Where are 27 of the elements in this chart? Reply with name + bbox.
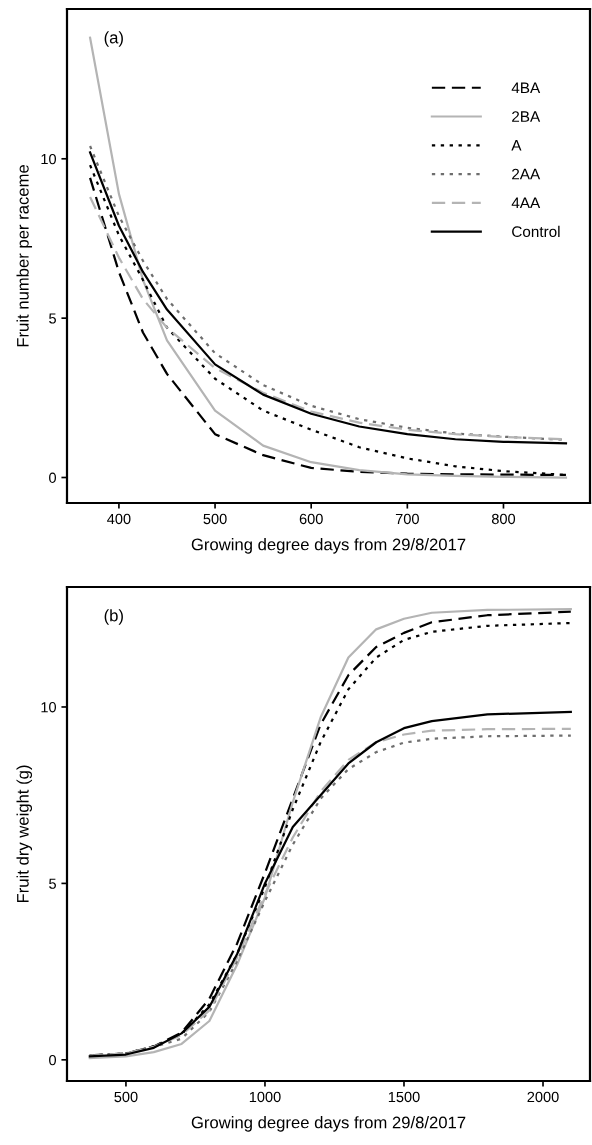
y-tick-label: 10 — [41, 702, 57, 713]
text: (a) — [104, 31, 123, 47]
legend-label: A — [511, 140, 522, 151]
y-axis-title: Fruit number per raceme — [16, 165, 33, 347]
x-tick-label: 400 — [107, 513, 131, 525]
x-tick-label: 1000 — [249, 1091, 281, 1103]
x-axis-title: Growing degree days from 29/8/2017 — [191, 538, 466, 554]
legend-label: 2AA — [512, 168, 541, 180]
x-tick-label: 600 — [299, 513, 323, 525]
y-tick-label: 0 — [49, 1054, 57, 1066]
y-axis-title: Fruit dry weight (g) — [16, 765, 33, 903]
y-tick-label: 0 — [49, 472, 57, 483]
x-tick-label: 800 — [491, 513, 516, 525]
y-tick-label: 5 — [49, 313, 56, 324]
legend-label: Control — [512, 225, 560, 238]
x-tick-label: 500 — [203, 513, 227, 525]
legend-label: 4AA — [511, 197, 541, 209]
x-tick-label: 2000 — [527, 1091, 559, 1103]
x-tick-label: 500 — [114, 1091, 138, 1103]
legend-label: 2BA — [512, 111, 541, 122]
y-tick-label: 5 — [49, 878, 56, 889]
legend-label: 4BA — [511, 82, 541, 94]
y-tick-label: 10 — [41, 153, 57, 165]
x-axis-title: Growing degree days from 29/8/2017 — [191, 1116, 466, 1132]
x-tick-label: 1500 — [388, 1091, 420, 1103]
text: (b) — [104, 609, 123, 625]
x-tick-label: 700 — [395, 513, 419, 525]
